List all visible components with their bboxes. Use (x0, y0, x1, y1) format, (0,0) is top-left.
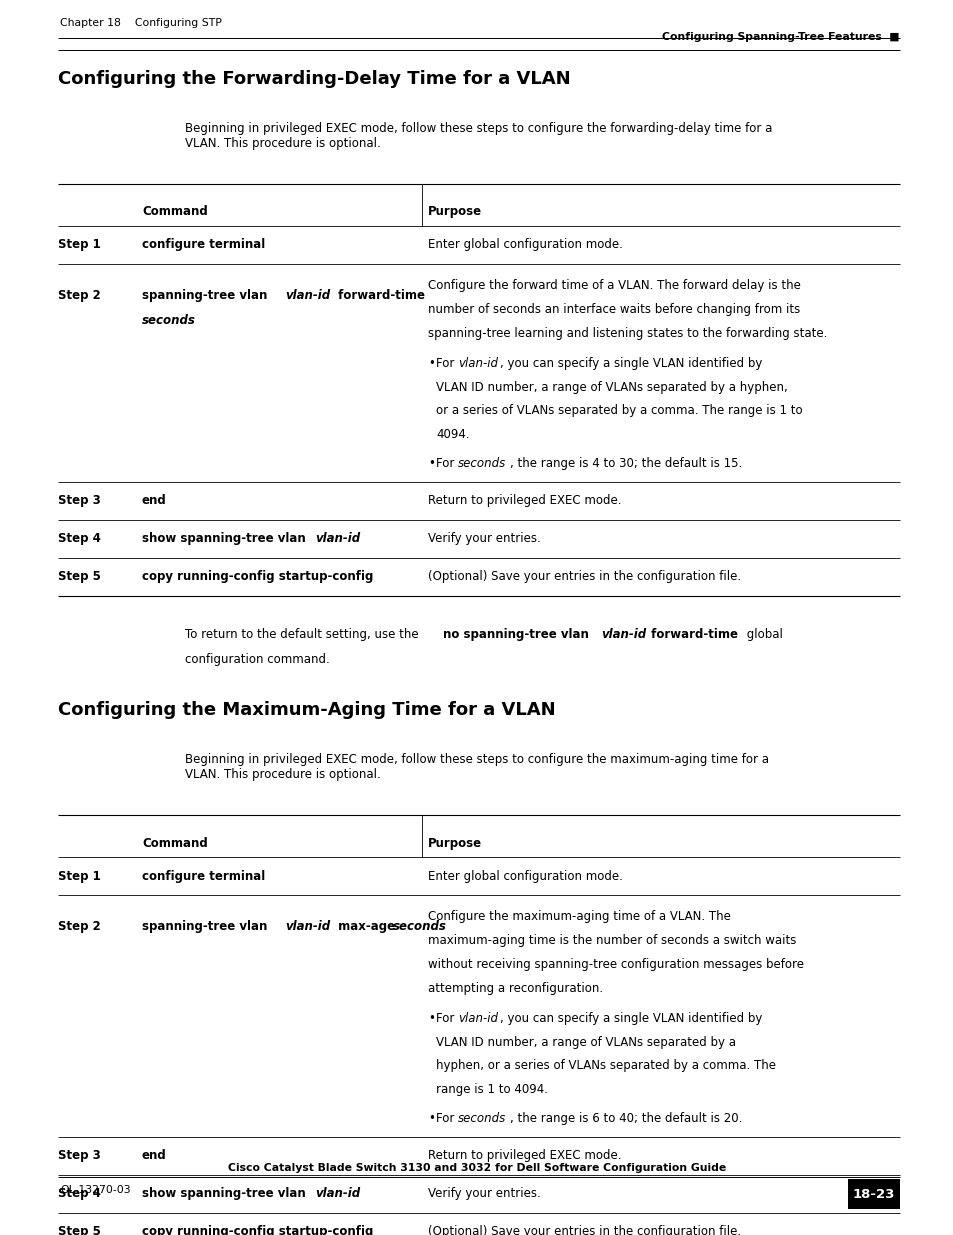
Text: hyphen, or a series of VLANs separated by a comma. The: hyphen, or a series of VLANs separated b… (436, 1060, 775, 1072)
Text: Step 2: Step 2 (58, 289, 101, 303)
Text: end: end (142, 1150, 167, 1162)
Text: For: For (436, 1011, 457, 1025)
Text: vlan-id: vlan-id (285, 289, 331, 303)
Text: range is 1 to 4094.: range is 1 to 4094. (436, 1083, 547, 1097)
Text: , you can specify a single VLAN identified by: , you can specify a single VLAN identifi… (499, 357, 761, 370)
Text: For: For (436, 457, 457, 469)
Text: spanning-tree learning and listening states to the forwarding state.: spanning-tree learning and listening sta… (428, 326, 826, 340)
Text: number of seconds an interface waits before changing from its: number of seconds an interface waits bef… (428, 303, 800, 316)
Text: spanning-tree vlan: spanning-tree vlan (142, 289, 272, 303)
Text: Command: Command (142, 837, 208, 850)
Text: configuration command.: configuration command. (185, 653, 330, 667)
Text: end: end (142, 494, 167, 508)
Text: show spanning-tree vlan: show spanning-tree vlan (142, 532, 310, 545)
Text: Step 3: Step 3 (58, 1150, 101, 1162)
Text: Step 2: Step 2 (58, 920, 101, 934)
Text: copy running-config startup-config: copy running-config startup-config (142, 571, 373, 583)
Text: 4094.: 4094. (436, 429, 469, 441)
Text: (Optional) Save your entries in the configuration file.: (Optional) Save your entries in the conf… (428, 571, 740, 583)
Text: VLAN ID number, a range of VLANs separated by a: VLAN ID number, a range of VLANs separat… (436, 1036, 735, 1049)
Text: Purpose: Purpose (428, 205, 481, 219)
Text: (Optional) Save your entries in the configuration file.: (Optional) Save your entries in the conf… (428, 1225, 740, 1235)
Text: seconds: seconds (142, 314, 195, 327)
Text: •: • (428, 1112, 435, 1125)
Text: •: • (428, 457, 435, 469)
Text: vlan-id: vlan-id (314, 1187, 359, 1200)
Text: maximum-aging time is the number of seconds a switch waits: maximum-aging time is the number of seco… (428, 934, 796, 947)
Text: seconds: seconds (457, 1112, 506, 1125)
Text: For: For (436, 357, 457, 370)
Text: vlan-id: vlan-id (314, 532, 359, 545)
Text: Step 4: Step 4 (58, 1187, 101, 1200)
Text: For: For (436, 1112, 457, 1125)
Text: Step 4: Step 4 (58, 532, 101, 545)
Text: Return to privileged EXEC mode.: Return to privileged EXEC mode. (428, 1150, 620, 1162)
Text: vlan-id: vlan-id (600, 627, 645, 641)
Text: , you can specify a single VLAN identified by: , you can specify a single VLAN identifi… (499, 1011, 761, 1025)
Text: 18-23: 18-23 (852, 1188, 894, 1200)
Text: Configure the maximum-aging time of a VLAN. The: Configure the maximum-aging time of a VL… (428, 910, 730, 924)
Text: , the range is 6 to 40; the default is 20.: , the range is 6 to 40; the default is 2… (510, 1112, 741, 1125)
Text: Step 1: Step 1 (58, 238, 101, 252)
Text: Verify your entries.: Verify your entries. (428, 532, 540, 545)
Text: configure terminal: configure terminal (142, 238, 265, 252)
Text: attempting a reconfiguration.: attempting a reconfiguration. (428, 982, 602, 994)
Text: no spanning-tree vlan: no spanning-tree vlan (442, 627, 593, 641)
Text: Enter global configuration mode.: Enter global configuration mode. (428, 238, 622, 252)
Text: global: global (742, 627, 782, 641)
Text: Beginning in privileged EXEC mode, follow these steps to configure the forwardin: Beginning in privileged EXEC mode, follo… (185, 122, 772, 149)
Text: max-age: max-age (335, 920, 399, 934)
Text: vlan-id: vlan-id (457, 357, 497, 370)
Text: Command: Command (142, 205, 208, 219)
Text: Verify your entries.: Verify your entries. (428, 1187, 540, 1200)
Text: spanning-tree vlan: spanning-tree vlan (142, 920, 272, 934)
Text: vlan-id: vlan-id (457, 1011, 497, 1025)
Text: Configuring the Forwarding-Delay Time for a VLAN: Configuring the Forwarding-Delay Time fo… (58, 70, 570, 88)
Text: Configuring the Maximum-Aging Time for a VLAN: Configuring the Maximum-Aging Time for a… (58, 701, 555, 719)
Text: copy running-config startup-config: copy running-config startup-config (142, 1225, 373, 1235)
Text: Configuring Spanning-Tree Features  ■: Configuring Spanning-Tree Features ■ (661, 32, 899, 42)
Text: forward-time: forward-time (335, 289, 425, 303)
Text: vlan-id: vlan-id (285, 920, 331, 934)
Text: OL-13270-03: OL-13270-03 (60, 1186, 131, 1195)
Text: Beginning in privileged EXEC mode, follow these steps to configure the maximum-a: Beginning in privileged EXEC mode, follo… (185, 753, 768, 782)
Text: VLAN ID number, a range of VLANs separated by a hyphen,: VLAN ID number, a range of VLANs separat… (436, 380, 787, 394)
Text: Enter global configuration mode.: Enter global configuration mode. (428, 869, 622, 883)
Text: Cisco Catalyst Blade Switch 3130 and 3032 for Dell Software Configuration Guide: Cisco Catalyst Blade Switch 3130 and 303… (228, 1163, 725, 1173)
Text: Step 5: Step 5 (58, 571, 101, 583)
Text: Configure the forward time of a VLAN. The forward delay is the: Configure the forward time of a VLAN. Th… (428, 279, 800, 291)
Text: forward-time: forward-time (646, 627, 738, 641)
Text: , the range is 4 to 30; the default is 15.: , the range is 4 to 30; the default is 1… (510, 457, 741, 469)
Text: seconds: seconds (392, 920, 446, 934)
Text: Return to privileged EXEC mode.: Return to privileged EXEC mode. (428, 494, 620, 508)
Text: seconds: seconds (457, 457, 506, 469)
Text: Step 5: Step 5 (58, 1225, 101, 1235)
Text: •: • (428, 1011, 435, 1025)
Bar (847, 1179, 899, 1209)
Text: show spanning-tree vlan: show spanning-tree vlan (142, 1187, 310, 1200)
Text: Chapter 18    Configuring STP: Chapter 18 Configuring STP (60, 19, 222, 28)
Text: Purpose: Purpose (428, 837, 481, 850)
Text: or a series of VLANs separated by a comma. The range is 1 to: or a series of VLANs separated by a comm… (436, 404, 801, 417)
Text: configure terminal: configure terminal (142, 869, 265, 883)
Text: without receiving spanning-tree configuration messages before: without receiving spanning-tree configur… (428, 958, 803, 971)
Text: Step 3: Step 3 (58, 494, 101, 508)
Text: To return to the default setting, use the: To return to the default setting, use th… (185, 627, 422, 641)
Text: •: • (428, 357, 435, 370)
Text: Step 1: Step 1 (58, 869, 101, 883)
